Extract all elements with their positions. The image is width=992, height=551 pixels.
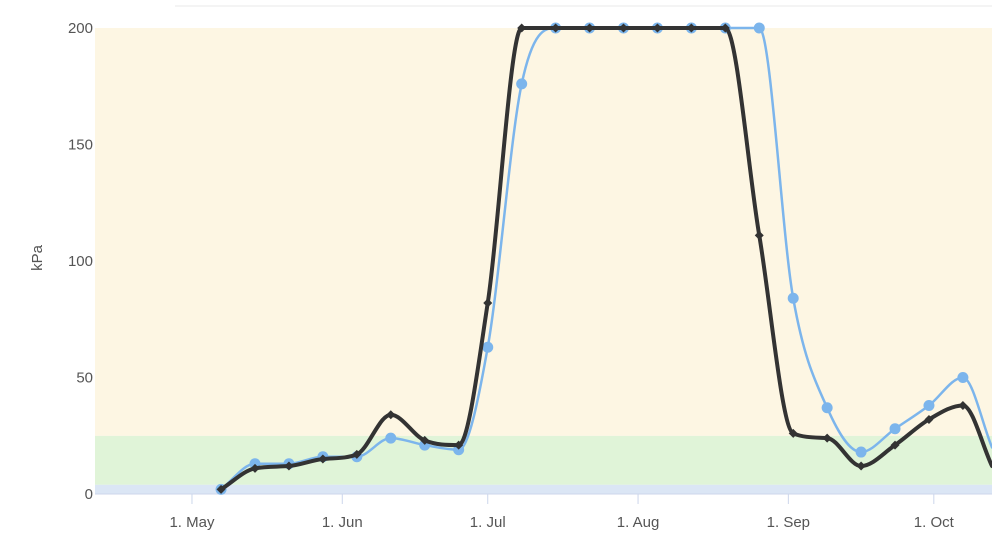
data-point[interactable]: [720, 23, 730, 33]
data-point[interactable]: [788, 428, 798, 438]
data-point[interactable]: [483, 298, 493, 308]
y-tick-label: 100: [68, 253, 93, 270]
plot-band-2: [95, 28, 992, 436]
data-point[interactable]: [957, 372, 969, 383]
x-tick-label: 1. Jun: [322, 514, 363, 531]
data-point[interactable]: [686, 23, 696, 33]
data-point[interactable]: [420, 435, 430, 445]
data-point[interactable]: [517, 23, 527, 33]
data-point[interactable]: [856, 461, 866, 471]
data-point[interactable]: [516, 78, 528, 90]
series-1: [216, 23, 992, 494]
data-point[interactable]: [216, 484, 226, 494]
data-point[interactable]: [619, 23, 629, 33]
data-point[interactable]: [923, 399, 935, 411]
x-tick-label: 1. Oct: [914, 514, 955, 531]
series-line: [219, 26, 992, 492]
data-point[interactable]: [652, 23, 662, 33]
data-point[interactable]: [386, 410, 396, 420]
data-point[interactable]: [890, 440, 900, 450]
data-point[interactable]: [787, 292, 799, 304]
y-axis-title: kPa: [29, 244, 46, 271]
data-point[interactable]: [385, 432, 397, 444]
data-point[interactable]: [318, 454, 328, 464]
y-tick-label: 0: [85, 486, 93, 503]
data-point[interactable]: [754, 230, 764, 240]
data-point[interactable]: [753, 22, 765, 34]
data-point[interactable]: [821, 402, 833, 414]
data-point[interactable]: [352, 449, 362, 459]
data-point[interactable]: [585, 23, 595, 33]
data-point[interactable]: [855, 446, 867, 458]
x-tick-label: 1. Aug: [617, 514, 660, 531]
y-tick-label: 200: [68, 20, 93, 37]
x-tick-label: 1. May: [169, 514, 215, 531]
plot-band-0: [95, 484, 992, 494]
data-point[interactable]: [454, 440, 464, 450]
x-tick-label: 1. Sep: [767, 514, 810, 531]
y-axis: 0 50 100 150 200: [68, 20, 93, 503]
data-point[interactable]: [822, 433, 832, 443]
x-tick-label: 1. Jul: [470, 514, 506, 531]
data-point[interactable]: [482, 341, 494, 353]
data-point[interactable]: [551, 23, 561, 33]
data-point[interactable]: [889, 423, 901, 435]
data-point[interactable]: [250, 463, 260, 473]
y-tick-label: 50: [76, 370, 93, 387]
plot-band-1: [95, 435, 992, 485]
data-point[interactable]: [284, 461, 294, 471]
x-axis: 1. May 1. Jun 1. Jul 1. Aug 1. Sep 1. Oct: [95, 493, 992, 531]
y-tick-label: 150: [68, 137, 93, 154]
series-layer: [215, 22, 992, 495]
plot-bands: [95, 28, 992, 494]
data-point[interactable]: [958, 400, 968, 410]
data-point[interactable]: [924, 414, 934, 424]
